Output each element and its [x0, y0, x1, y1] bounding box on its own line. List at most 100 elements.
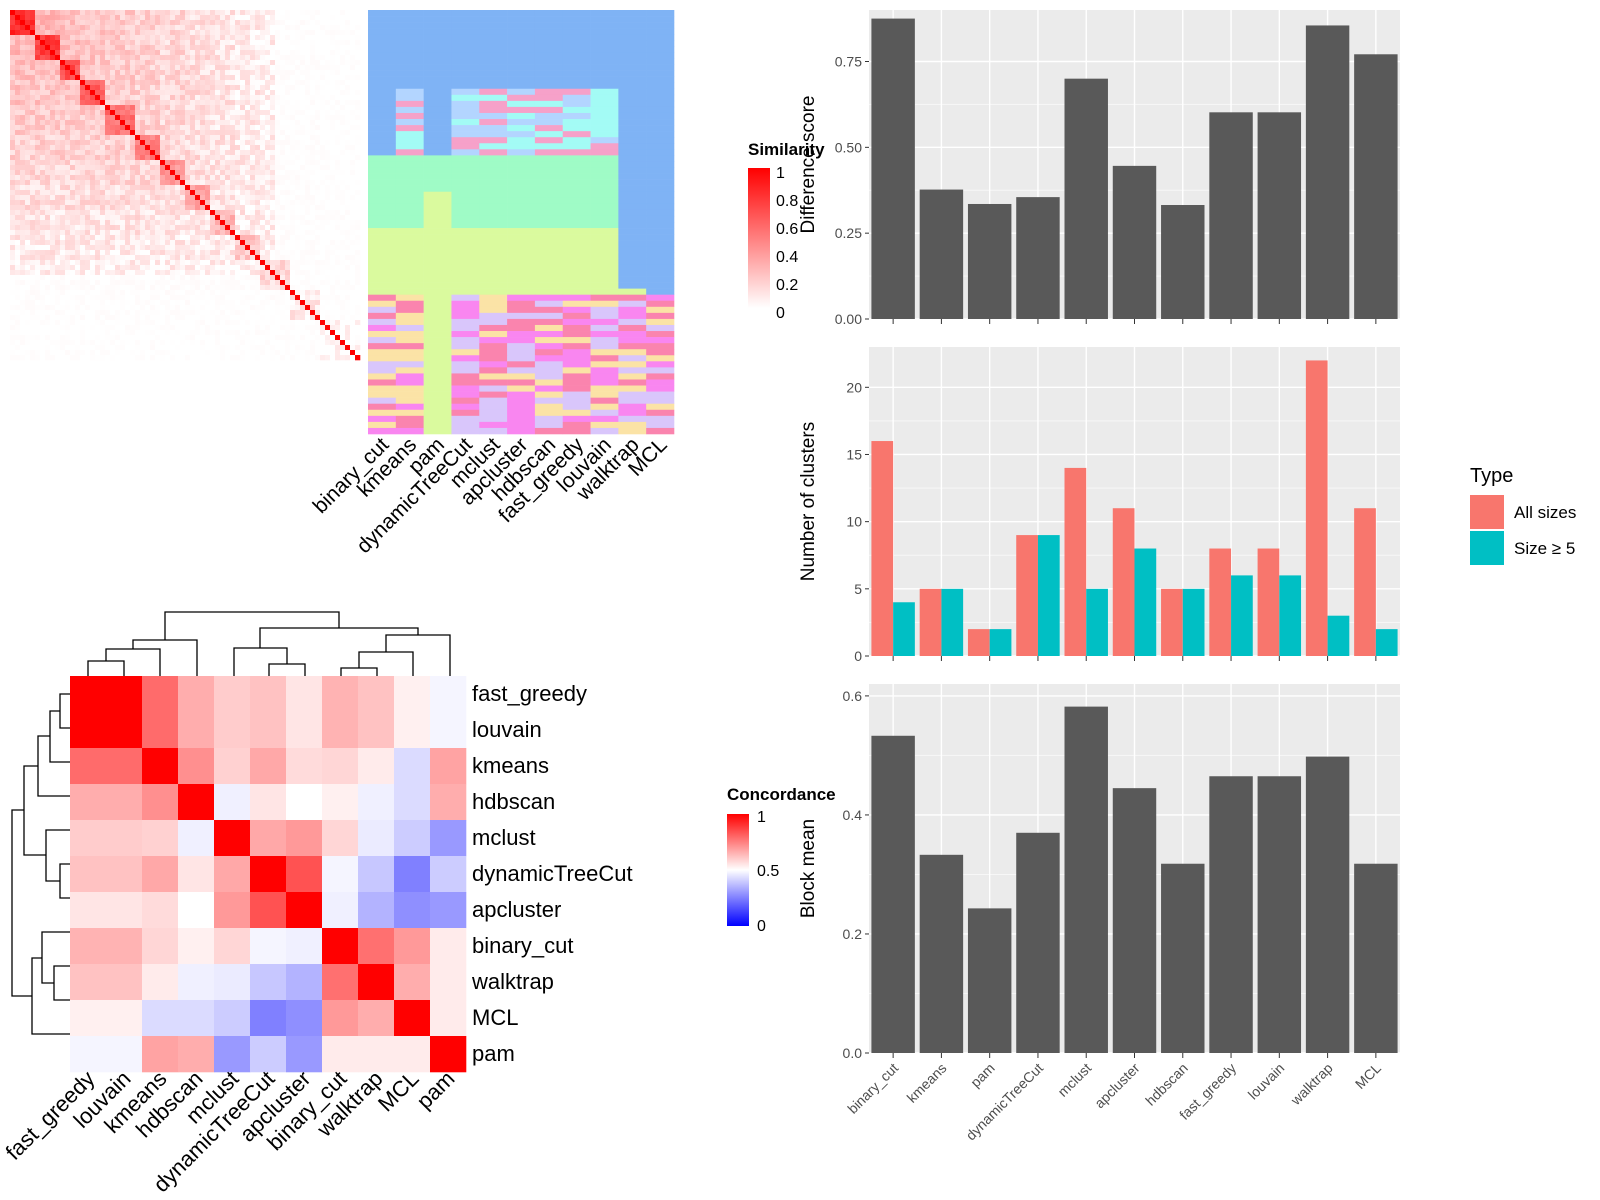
similarity-cell: [295, 265, 301, 271]
similarity-cell: [25, 205, 31, 211]
membership-cell: [395, 52, 424, 59]
similarity-cell: [165, 320, 171, 326]
similarity-cell: [350, 255, 356, 261]
similarity-cell: [150, 235, 156, 241]
similarity-cell: [130, 240, 136, 246]
similarity-cell: [235, 265, 241, 271]
similarity-cell: [210, 110, 216, 116]
similarity-cell: [190, 150, 196, 156]
similarity-cell: [20, 30, 26, 36]
similarity-cell: [310, 160, 316, 166]
similarity-cell: [110, 60, 116, 66]
similarity-cell: [220, 10, 226, 16]
similarity-cell: [305, 275, 311, 281]
similarity-cell: [165, 95, 171, 101]
similarity-cell: [70, 265, 76, 271]
similarity-cell: [355, 205, 361, 211]
similarity-cell: [270, 180, 276, 186]
similarity-cell: [270, 330, 276, 336]
similarity-cell: [310, 335, 316, 341]
similarity-cell: [95, 330, 101, 336]
similarity-cell: [10, 170, 16, 176]
similarity-cell: [60, 100, 66, 106]
similarity-cell: [240, 235, 246, 241]
similarity-cell: [95, 50, 101, 56]
membership-cell: [507, 52, 536, 59]
similarity-cell: [305, 265, 311, 271]
similarity-cell: [215, 260, 221, 266]
similarity-cell: [35, 70, 41, 76]
similarity-cell: [170, 75, 176, 81]
similarity-cell: [165, 10, 171, 16]
similarity-cell: [30, 275, 36, 281]
similarity-cell: [60, 300, 66, 306]
similarity-cell: [10, 305, 16, 311]
similarity-cell: [75, 170, 81, 176]
similarity-cell: [170, 125, 176, 131]
similarity-cell: [60, 10, 66, 16]
similarity-cell: [265, 275, 271, 281]
similarity-cell: [155, 310, 161, 316]
similarity-cell: [225, 315, 231, 321]
similarity-cell: [125, 125, 131, 131]
similarity-cell: [165, 195, 171, 201]
similarity-cell: [170, 235, 176, 241]
similarity-cell: [320, 325, 326, 331]
similarity-cell: [55, 160, 61, 166]
similarity-cell: [20, 200, 26, 206]
similarity-cell: [165, 255, 171, 261]
similarity-cell: [320, 350, 326, 356]
similarity-cell: [85, 120, 91, 126]
similarity-cell: [310, 165, 316, 171]
similarity-cell: [235, 310, 241, 316]
similarity-cell: [30, 255, 36, 261]
similarity-cell: [160, 165, 166, 171]
similarity-cell: [320, 320, 326, 326]
similarity-cell: [315, 295, 321, 301]
similarity-cell: [135, 295, 141, 301]
similarity-cell: [240, 250, 246, 256]
similarity-cell: [260, 315, 266, 321]
similarity-cell: [140, 170, 146, 176]
similarity-cell: [15, 60, 21, 66]
similarity-cell: [335, 230, 341, 236]
similarity-cell: [245, 165, 251, 171]
similarity-cell: [125, 75, 131, 81]
similarity-cell: [275, 305, 281, 311]
similarity-cell: [350, 180, 356, 186]
similarity-cell: [215, 320, 221, 326]
similarity-cell: [70, 95, 76, 101]
similarity-cell: [305, 345, 311, 351]
similarity-cell: [220, 350, 226, 356]
similarity-cell: [60, 105, 66, 111]
similarity-cell: [115, 35, 121, 41]
similarity-cell: [70, 330, 76, 336]
similarity-cell: [325, 315, 331, 321]
similarity-cell: [265, 80, 271, 86]
similarity-cell: [180, 225, 186, 231]
similarity-cell: [355, 235, 361, 241]
membership-cell: [534, 52, 564, 59]
similarity-cell: [315, 205, 321, 211]
similarity-cell: [65, 200, 71, 206]
similarity-cell: [335, 120, 341, 126]
similarity-cell: [230, 180, 236, 186]
similarity-cell: [235, 260, 241, 266]
similarity-cell: [85, 205, 91, 211]
similarity-cell: [135, 30, 141, 36]
similarity-cell: [80, 350, 86, 356]
similarity-cell: [35, 25, 41, 31]
similarity-cell: [315, 245, 321, 251]
similarity-cell: [335, 45, 341, 51]
similarity-cell: [15, 205, 21, 211]
similarity-cell: [260, 285, 266, 291]
similarity-cell: [190, 140, 196, 146]
similarity-cell: [295, 340, 301, 346]
similarity-cell: [170, 225, 176, 231]
similarity-cell: [325, 335, 331, 341]
similarity-cell: [165, 280, 171, 286]
similarity-cell: [180, 275, 186, 281]
similarity-cell: [280, 150, 286, 156]
membership-cell: [507, 16, 536, 23]
similarity-cell: [280, 210, 286, 216]
